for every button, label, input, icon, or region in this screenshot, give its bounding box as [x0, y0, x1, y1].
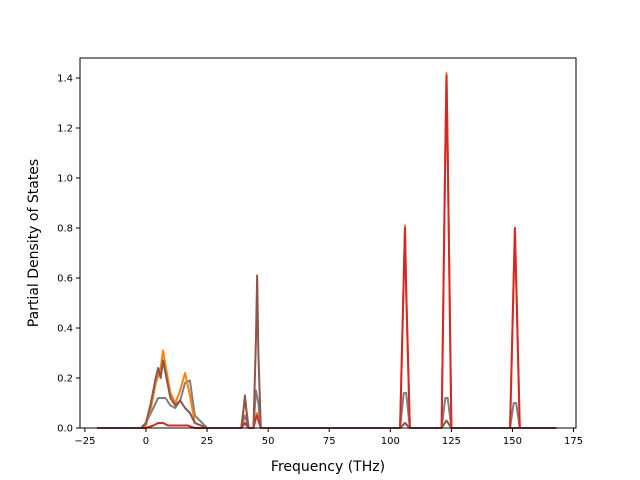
x-axis-label: Frequency (THz)	[271, 459, 385, 475]
y-tick-label: 1.2	[57, 124, 73, 135]
x-tick-label: 100	[381, 436, 400, 447]
x-tick-label: 0	[143, 436, 149, 447]
x-tick-label: 75	[323, 436, 336, 447]
x-tick-label: −25	[74, 436, 95, 447]
x-tick-label: 25	[201, 436, 214, 447]
x-tick-label: 150	[503, 436, 522, 447]
y-tick-label: 1.0	[57, 174, 73, 185]
x-tick-label: 50	[262, 436, 275, 447]
ticks-layer: −25 0 25 50 75 100 125 150 175 0.0 0.2 0.4 0.6 0.8 1.0…	[57, 74, 583, 448]
plot-area	[80, 58, 576, 428]
y-tick-label: 0.4	[57, 324, 73, 335]
y-tick-label: 1.4	[57, 74, 73, 85]
series-layer	[97, 72, 557, 429]
y-tick-label: 0.8	[57, 224, 73, 235]
x-tick-label: 175	[564, 436, 583, 447]
y-axis-label: Partial Density of States	[26, 159, 42, 327]
y-tick-label: 0.2	[57, 374, 73, 385]
y-tick-label: 0.6	[57, 274, 73, 285]
y-tick-label: 0.0	[57, 424, 73, 435]
x-tick-label: 125	[442, 436, 461, 447]
series-line-3	[97, 274, 557, 429]
plot-frame	[79, 57, 577, 429]
